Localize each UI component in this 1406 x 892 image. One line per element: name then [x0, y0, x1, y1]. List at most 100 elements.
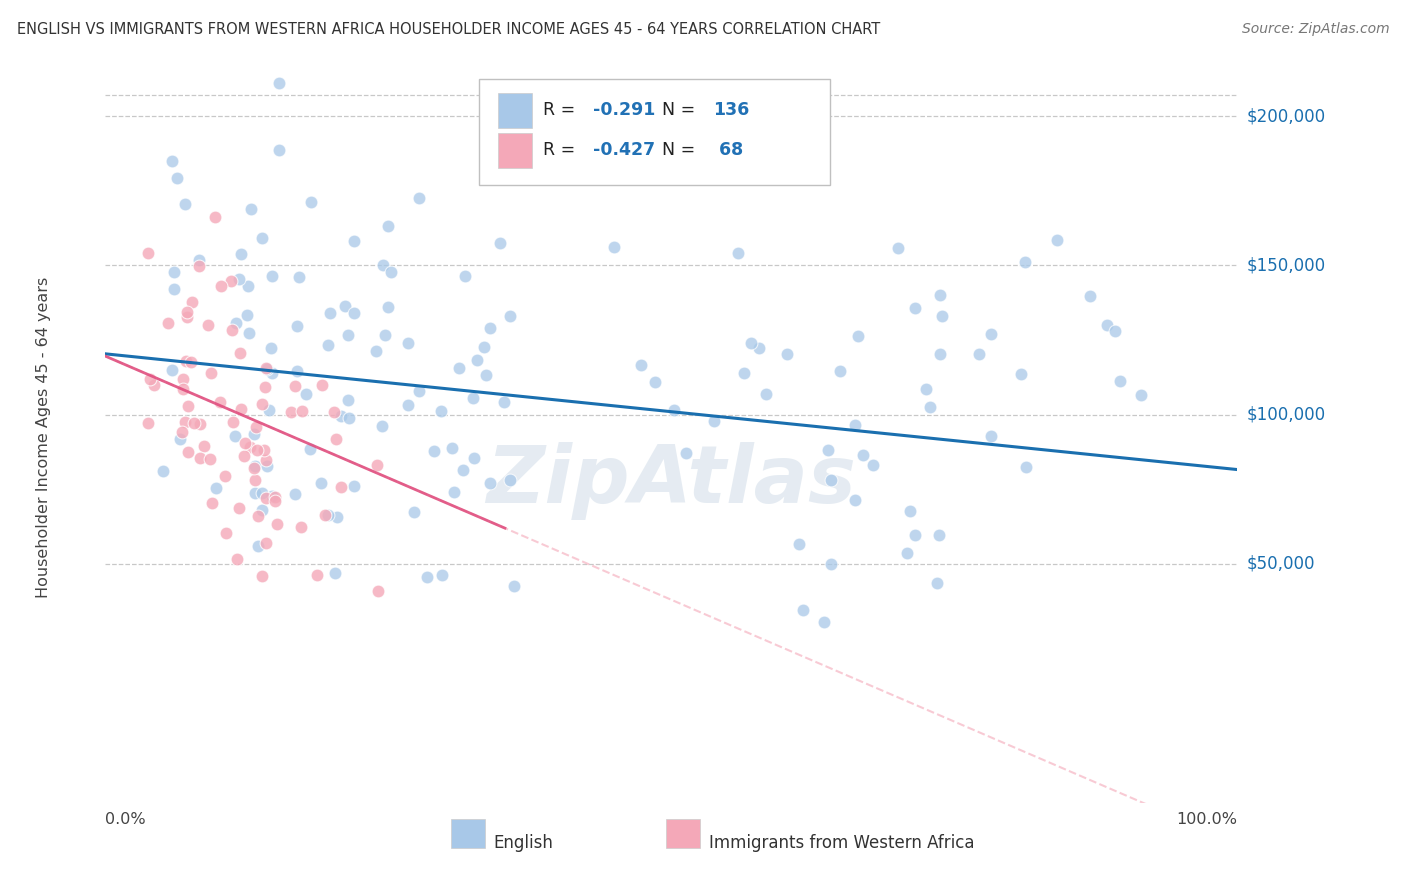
Point: [298, 442, 321, 457]
Point: [980, 429, 1002, 443]
Point: [333, 299, 356, 313]
Point: [775, 347, 797, 361]
Point: [260, 341, 283, 355]
Point: [479, 475, 502, 490]
Point: [243, 473, 266, 487]
Point: [260, 269, 283, 284]
Point: [453, 463, 475, 477]
Point: [243, 461, 266, 475]
Point: [675, 446, 697, 460]
Point: [174, 354, 197, 368]
Point: [221, 415, 243, 429]
Point: [253, 443, 276, 458]
Point: [221, 322, 243, 336]
Point: [295, 386, 318, 401]
Point: [1108, 374, 1130, 388]
Point: [243, 485, 266, 500]
Point: [225, 552, 247, 566]
Point: [236, 279, 259, 293]
Point: [235, 308, 257, 322]
Text: 68: 68: [713, 141, 744, 160]
Point: [366, 344, 388, 359]
Point: [463, 451, 485, 466]
Text: $150,000: $150,000: [1246, 256, 1326, 275]
Point: [703, 413, 725, 427]
Point: [284, 379, 307, 393]
Text: 136: 136: [713, 101, 749, 120]
Point: [792, 603, 814, 617]
Point: [143, 378, 166, 392]
Point: [183, 416, 205, 430]
Point: [160, 154, 183, 169]
Point: [1014, 460, 1036, 475]
Point: [311, 476, 333, 491]
Point: [204, 481, 226, 495]
Point: [499, 473, 522, 487]
Point: [176, 305, 198, 319]
Point: [197, 318, 219, 332]
Point: [193, 440, 215, 454]
Point: [240, 202, 263, 216]
Point: [228, 501, 250, 516]
Point: [733, 366, 755, 380]
Point: [329, 480, 352, 494]
Point: [247, 540, 270, 554]
Point: [280, 405, 302, 419]
Point: [503, 579, 526, 593]
Text: R =: R =: [544, 141, 581, 160]
Point: [198, 452, 221, 467]
Point: [423, 444, 446, 458]
Text: Immigrants from Western Africa: Immigrants from Western Africa: [709, 834, 974, 852]
Point: [285, 364, 308, 378]
Point: [291, 404, 314, 418]
Point: [914, 382, 936, 396]
FancyBboxPatch shape: [479, 78, 830, 185]
Point: [929, 288, 952, 302]
FancyBboxPatch shape: [665, 819, 700, 848]
Point: [374, 327, 396, 342]
Point: [250, 486, 273, 500]
Point: [366, 458, 388, 472]
Point: [454, 269, 477, 284]
Point: [396, 336, 419, 351]
Point: [343, 306, 366, 320]
Point: [846, 329, 869, 343]
Point: [461, 391, 484, 405]
Point: [215, 525, 238, 540]
Text: 100.0%: 100.0%: [1177, 812, 1237, 827]
Text: Source: ZipAtlas.com: Source: ZipAtlas.com: [1241, 22, 1389, 37]
Point: [219, 275, 242, 289]
Point: [187, 259, 209, 273]
Point: [229, 402, 252, 417]
Point: [1046, 233, 1069, 247]
Point: [969, 347, 991, 361]
Point: [231, 247, 253, 261]
Point: [288, 270, 311, 285]
Point: [1078, 289, 1101, 303]
Point: [305, 567, 328, 582]
Point: [152, 464, 174, 478]
Point: [727, 246, 749, 260]
Point: [862, 458, 884, 472]
Point: [817, 443, 839, 458]
Point: [662, 402, 685, 417]
Point: [180, 355, 202, 369]
Point: [443, 485, 465, 500]
Point: [243, 459, 266, 474]
Text: ENGLISH VS IMMIGRANTS FROM WESTERN AFRICA HOUSEHOLDER INCOME AGES 45 - 64 YEARS : ENGLISH VS IMMIGRANTS FROM WESTERN AFRIC…: [17, 22, 880, 37]
Point: [396, 398, 419, 412]
Point: [896, 545, 918, 559]
Text: $200,000: $200,000: [1246, 107, 1326, 125]
Point: [228, 272, 250, 286]
Point: [980, 327, 1002, 342]
Point: [929, 346, 952, 360]
Point: [787, 537, 810, 551]
Point: [489, 235, 512, 250]
Text: -0.427: -0.427: [593, 141, 655, 160]
Point: [204, 211, 226, 225]
Point: [267, 76, 290, 90]
Point: [931, 309, 953, 323]
Point: [408, 384, 430, 399]
Point: [370, 419, 392, 434]
Point: [311, 377, 333, 392]
